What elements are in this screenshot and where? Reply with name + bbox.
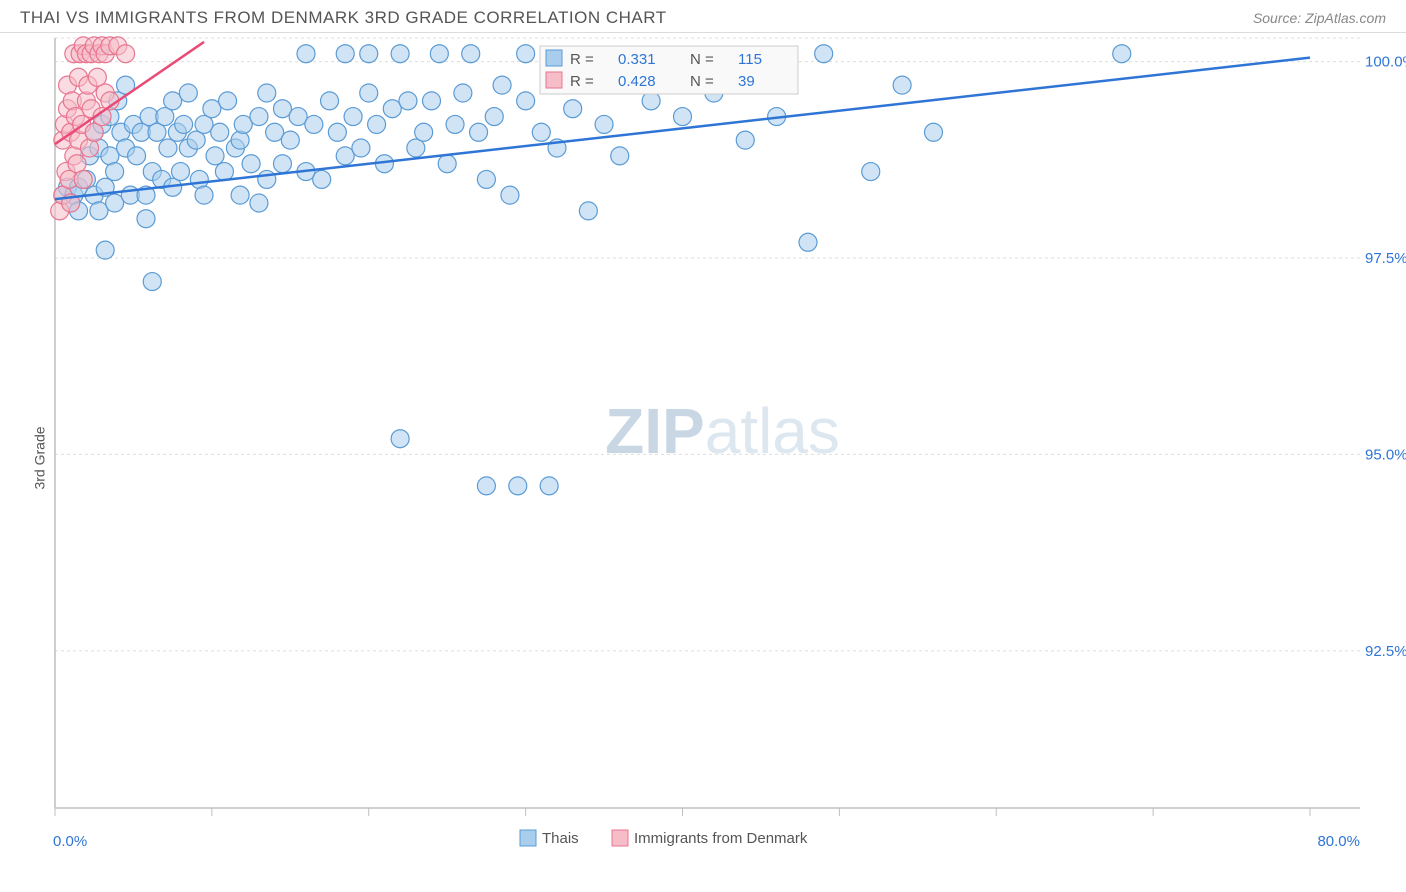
data-point <box>360 84 378 102</box>
data-point <box>313 170 331 188</box>
data-point <box>611 147 629 165</box>
data-point <box>305 115 323 133</box>
data-point <box>532 123 550 141</box>
legend-r-value: 0.428 <box>618 73 656 90</box>
data-point <box>517 45 535 63</box>
data-point <box>128 147 146 165</box>
data-point <box>595 115 613 133</box>
data-point <box>391 45 409 63</box>
data-point <box>454 84 472 102</box>
legend-r-label: R = <box>570 73 594 90</box>
data-point <box>674 108 692 126</box>
data-point <box>477 170 495 188</box>
data-point <box>143 273 161 291</box>
legend-r-label: R = <box>570 51 594 68</box>
data-point <box>195 186 213 204</box>
data-point <box>273 155 291 173</box>
data-point <box>231 186 249 204</box>
legend-n-label: N = <box>690 51 714 68</box>
data-point <box>815 45 833 63</box>
data-point <box>137 210 155 228</box>
data-point <box>179 84 197 102</box>
data-point <box>470 123 488 141</box>
data-point <box>175 115 193 133</box>
data-point <box>438 155 456 173</box>
data-point <box>925 123 943 141</box>
data-point <box>415 123 433 141</box>
y-tick-label: 97.5% <box>1365 250 1406 267</box>
data-point <box>493 76 511 94</box>
y-tick-label: 92.5% <box>1365 643 1406 660</box>
data-point <box>501 186 519 204</box>
legend-n-value: 115 <box>738 51 762 68</box>
data-point <box>462 45 480 63</box>
data-point <box>321 92 339 110</box>
data-point <box>211 123 229 141</box>
data-point <box>360 45 378 63</box>
data-point <box>799 233 817 251</box>
data-point <box>219 92 237 110</box>
data-point <box>242 155 260 173</box>
data-point <box>893 76 911 94</box>
data-point <box>736 131 754 149</box>
data-point <box>117 45 135 63</box>
legend-swatch <box>546 50 562 66</box>
data-point <box>391 430 409 448</box>
data-point <box>446 115 464 133</box>
data-point <box>509 477 527 495</box>
data-point <box>159 139 177 157</box>
legend-n-value: 39 <box>738 73 755 90</box>
data-point <box>579 202 597 220</box>
y-axis-label: 3rd Grade <box>32 426 48 489</box>
data-point <box>477 477 495 495</box>
data-point <box>399 92 417 110</box>
data-point <box>485 108 503 126</box>
data-point <box>517 92 535 110</box>
legend-swatch <box>612 830 628 846</box>
data-point <box>250 194 268 212</box>
x-axis-end-label: 80.0% <box>1317 833 1360 850</box>
scatter-chart: 92.5% 95.0% 97.5% 100.0% 0.0% 80.0% ZIPatlas R … <box>0 33 1406 883</box>
x-axis-start-label: 0.0% <box>53 833 87 850</box>
data-point <box>344 108 362 126</box>
data-point <box>297 45 315 63</box>
chart-title: THAI VS IMMIGRANTS FROM DENMARK 3RD GRAD… <box>20 8 667 28</box>
data-point <box>328 123 346 141</box>
legend-series-label: Thais <box>542 830 579 847</box>
y-tick-label: 95.0% <box>1365 446 1406 463</box>
legend-series-label: Immigrants from Denmark <box>634 830 808 847</box>
data-point <box>106 163 124 181</box>
data-point <box>336 45 354 63</box>
data-point <box>352 139 370 157</box>
legend-n-label: N = <box>690 73 714 90</box>
data-point <box>281 131 299 149</box>
data-point <box>96 241 114 259</box>
source-label: Source: ZipAtlas.com <box>1253 10 1386 26</box>
data-point <box>231 131 249 149</box>
data-point <box>1113 45 1131 63</box>
data-point <box>74 170 92 188</box>
data-point <box>258 170 276 188</box>
watermark: ZIPatlas <box>605 395 840 467</box>
data-point <box>540 477 558 495</box>
data-point <box>206 147 224 165</box>
data-point <box>642 92 660 110</box>
data-point <box>368 115 386 133</box>
data-point <box>172 163 190 181</box>
legend-swatch <box>546 72 562 88</box>
legend-swatch <box>520 830 536 846</box>
data-point <box>250 108 268 126</box>
data-point <box>215 163 233 181</box>
data-point <box>862 163 880 181</box>
data-point <box>258 84 276 102</box>
data-point <box>430 45 448 63</box>
legend-r-value: 0.331 <box>618 51 656 68</box>
data-point <box>423 92 441 110</box>
y-tick-label: 100.0% <box>1365 54 1406 71</box>
data-point <box>564 100 582 118</box>
